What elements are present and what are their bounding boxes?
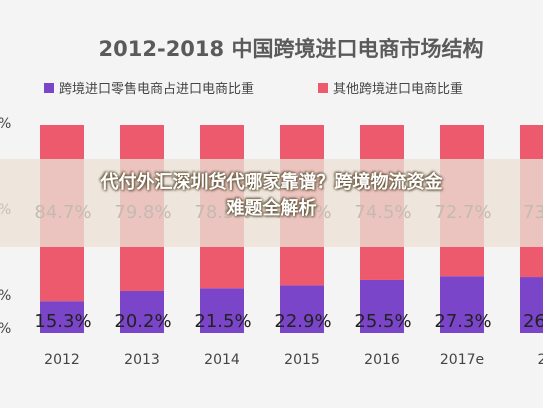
value-label-2016-retail: 25.5% bbox=[354, 311, 411, 332]
left-axis-fragment-3: % bbox=[0, 321, 11, 337]
tick-label-2012: 2012 bbox=[44, 352, 80, 368]
legend: 跨境进口零售电商占进口电商比重 其他跨境进口电商比重 bbox=[44, 81, 463, 97]
caption-line-2: 难题全解析 bbox=[226, 198, 317, 219]
tick-label-2016: 2016 bbox=[364, 352, 400, 368]
legend-label-1: 其他跨境进口电商比重 bbox=[333, 81, 463, 97]
legend-label-0: 跨境进口零售电商占进口电商比重 bbox=[59, 81, 254, 97]
bar-segment-2018e-retail bbox=[520, 277, 543, 333]
value-label-2018e-retail: 26.9 bbox=[523, 311, 543, 332]
left-axis-fragment-0: % bbox=[0, 116, 11, 132]
x-axis-ticks: 2012 2013 2014 2015 2016 2017e 2 bbox=[44, 352, 543, 368]
bar-segment-2016-retail bbox=[360, 279, 404, 333]
tick-label-2015: 2015 bbox=[284, 352, 320, 368]
tick-label-2017e: 2017e bbox=[440, 352, 484, 368]
chart-title: 2012-2018 中国跨境进口电商市场结构 bbox=[99, 37, 484, 61]
legend-swatch-1 bbox=[318, 83, 328, 93]
left-axis-fragment-2: % bbox=[0, 288, 11, 304]
bar-segment-2012-retail bbox=[40, 301, 84, 333]
caption-overlay-band bbox=[0, 159, 543, 247]
bar-segment-2014-retail bbox=[200, 288, 244, 333]
value-label-2013-retail: 20.2% bbox=[114, 311, 171, 332]
value-label-2014-retail: 21.5% bbox=[194, 311, 251, 332]
caption-overlay-text: 代付外汇深圳货代哪家靠谱？跨境物流资金 难题全解析 bbox=[0, 170, 543, 222]
bar-segment-2013-retail bbox=[120, 290, 164, 333]
value-label-2017e-retail: 27.3% bbox=[434, 311, 491, 332]
value-label-2012-retail: 15.3% bbox=[34, 311, 91, 332]
tick-label-2018e: 2 bbox=[538, 352, 543, 368]
bar-segment-2017e-retail bbox=[440, 276, 484, 333]
value-label-2015-retail: 22.9% bbox=[274, 311, 331, 332]
legend-swatch-0 bbox=[44, 83, 54, 93]
tick-label-2013: 2013 bbox=[124, 352, 160, 368]
tick-label-2014: 2014 bbox=[204, 352, 240, 368]
bar-segment-2015-retail bbox=[280, 285, 324, 333]
caption-line-1: 代付外汇深圳货代哪家靠谱？跨境物流资金 bbox=[100, 172, 443, 193]
